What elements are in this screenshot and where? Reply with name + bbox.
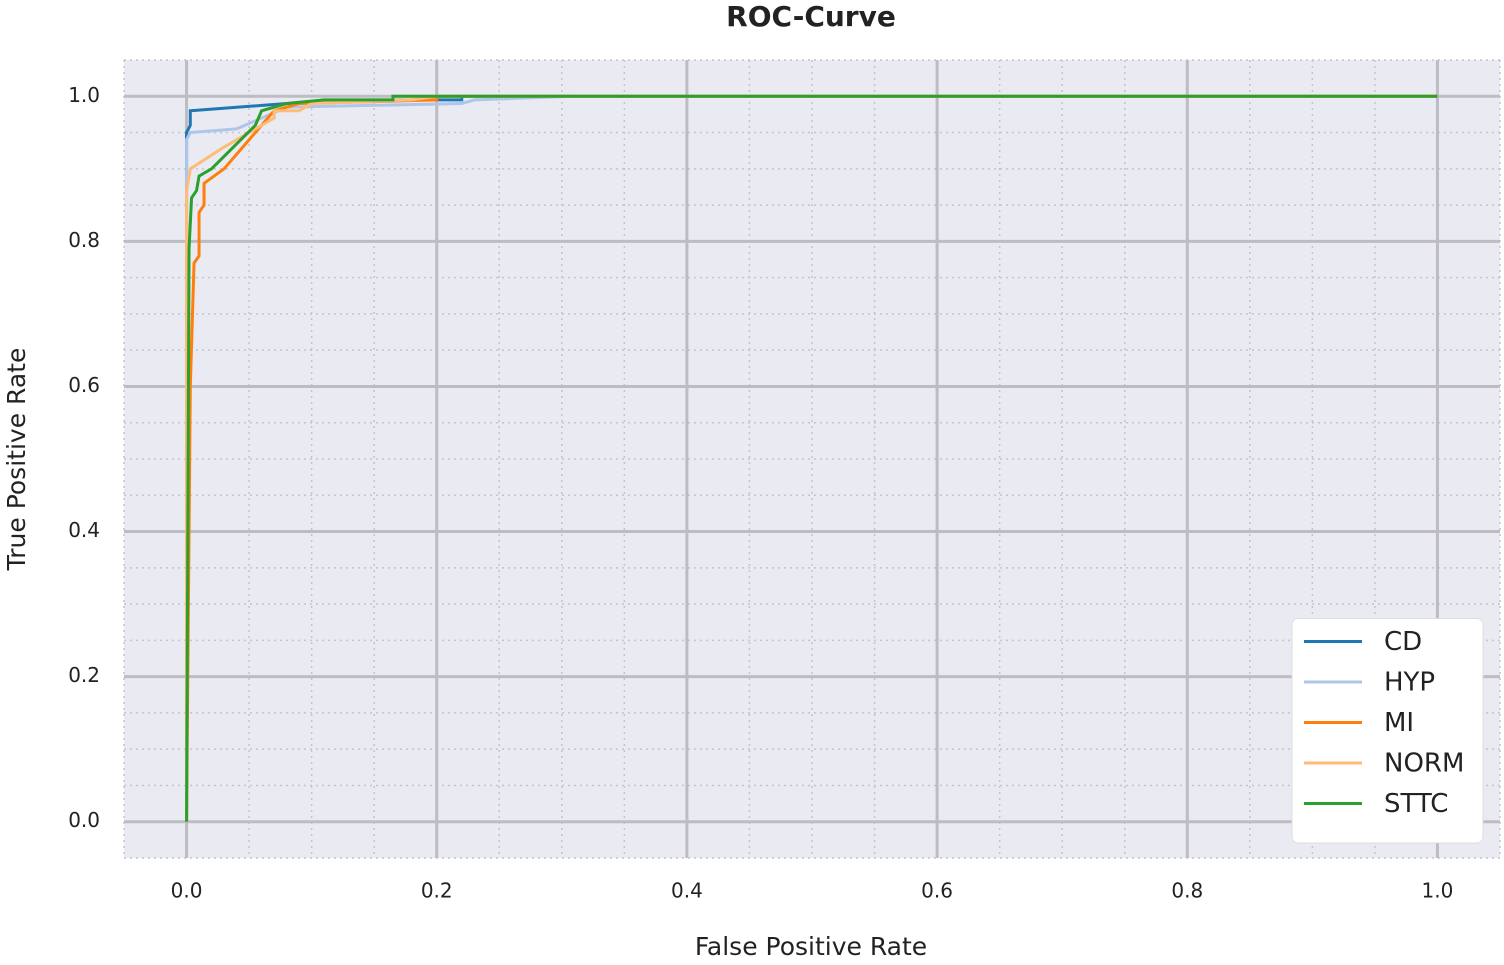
legend-label: MI — [1384, 708, 1414, 738]
x-tick-label: 0.2 — [421, 879, 453, 903]
lines — [185, 94, 1438, 822]
y-tick-label: 1.0 — [68, 83, 100, 107]
x-tick-label: 0.6 — [921, 879, 953, 903]
x-axis-label: False Positive Rate — [695, 932, 927, 961]
legend-label: NORM — [1384, 749, 1464, 779]
y-axis-label: True Positive Rate — [2, 348, 31, 572]
chart-title: ROC-Curve — [726, 0, 896, 33]
legend-label: HYP — [1384, 668, 1435, 698]
y-tick-label: 0.6 — [68, 373, 100, 397]
roc-line — [185, 94, 1438, 822]
y-tick-label: 0.4 — [68, 518, 100, 542]
grid — [123, 59, 1501, 859]
x-tick-label: 0.8 — [1171, 879, 1203, 903]
y-tick-label: 0.0 — [68, 808, 100, 832]
legend-label: CD — [1384, 627, 1422, 657]
y-tick-label: 0.8 — [68, 228, 100, 252]
roc-line — [185, 94, 1438, 822]
y-tick-label: 0.2 — [68, 663, 100, 687]
x-tick-label: 1.0 — [1422, 879, 1454, 903]
legend-label: STTC — [1384, 789, 1448, 819]
x-tick-label: 0.0 — [171, 879, 203, 903]
legend: CD HYP MI NORM STTC — [1291, 618, 1484, 844]
legend-box — [1291, 618, 1484, 844]
x-tick-label: 0.4 — [671, 879, 703, 903]
